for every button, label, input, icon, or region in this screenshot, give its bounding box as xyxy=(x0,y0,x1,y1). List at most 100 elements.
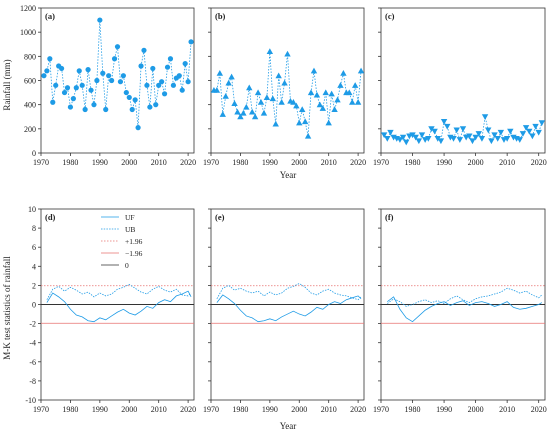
series-line xyxy=(43,20,192,128)
x-tick-label: 2010 xyxy=(499,158,515,167)
y-tick-label: 10 xyxy=(28,205,36,214)
data-point xyxy=(164,64,171,70)
data-point xyxy=(412,134,419,141)
panel-d: 1970 1980 1990 2000 2010 2020 -10 -8 -6 -4 -2 0 2 4 6 8… xyxy=(25,205,196,414)
data-point xyxy=(444,123,451,130)
series-uf xyxy=(216,294,362,323)
data-point xyxy=(234,108,241,115)
x-tick-label: 1980 xyxy=(405,158,421,167)
data-point xyxy=(123,89,129,96)
data-point xyxy=(538,120,546,126)
y-tick-label: 1000 xyxy=(20,28,36,37)
data-point xyxy=(322,89,329,96)
data-point xyxy=(325,119,332,126)
data-point xyxy=(132,97,138,103)
data-point xyxy=(516,137,523,143)
data-point xyxy=(337,82,344,88)
data-point xyxy=(281,79,288,86)
data-point xyxy=(67,104,74,110)
legend-label: +1.96 xyxy=(125,237,143,246)
panel-label: (e) xyxy=(215,212,225,222)
data-point xyxy=(129,106,135,113)
data-point xyxy=(126,94,132,101)
panel-f: 1970 1980 1990 2000 2010 2020 (f) xyxy=(373,208,547,414)
legend-label: UB xyxy=(125,225,135,234)
data-point xyxy=(120,73,126,79)
series-ub xyxy=(216,283,362,301)
x-tick-label: 2000 xyxy=(468,158,484,167)
data-point xyxy=(144,82,150,88)
data-point xyxy=(257,99,265,105)
data-point xyxy=(354,99,362,105)
data-point xyxy=(153,102,159,108)
data-point xyxy=(53,82,59,88)
data-point xyxy=(58,65,65,72)
data-point xyxy=(243,103,250,110)
data-point xyxy=(522,125,530,131)
data-point xyxy=(380,132,388,139)
data-point xyxy=(453,127,460,134)
panel-b: 1970 1980 1990 2000 2010 2020 (b) xyxy=(203,7,366,167)
data-point xyxy=(409,132,416,139)
data-point xyxy=(248,108,256,115)
panel-label: (c) xyxy=(385,11,395,21)
x-tick-label: 2000 xyxy=(468,405,484,414)
y-tick-label: -8 xyxy=(29,377,36,386)
x-tick-label: 1980 xyxy=(232,158,248,167)
x-tick-label: 1970 xyxy=(373,405,389,414)
data-point xyxy=(50,99,56,105)
data-point xyxy=(231,100,238,107)
data-point xyxy=(494,135,501,142)
data-point xyxy=(41,73,47,79)
panels: 1970 1980 1990 2000 2010 20200200400600800100… xyxy=(20,4,547,414)
data-point xyxy=(260,109,268,116)
series-ub xyxy=(46,283,192,300)
data-point xyxy=(334,96,341,103)
data-point xyxy=(251,113,259,120)
x-tick-label: 2000 xyxy=(291,158,307,167)
x-tick-label: 1970 xyxy=(33,405,49,414)
y-tick-label: -10 xyxy=(25,396,36,405)
data-point xyxy=(97,17,103,23)
data-point xyxy=(431,128,438,135)
data-point xyxy=(159,79,165,85)
data-point xyxy=(310,67,318,74)
data-point xyxy=(85,67,91,73)
panel-label: (b) xyxy=(215,11,226,21)
y-tick-label: -4 xyxy=(29,339,36,348)
data-point xyxy=(103,106,109,113)
data-point xyxy=(237,113,244,120)
y-tick-label: -2 xyxy=(29,320,36,329)
data-point xyxy=(351,82,359,88)
x-tick-label: 2010 xyxy=(321,405,337,414)
y-tick-label: 2 xyxy=(32,281,36,290)
x-tick-label: 2020 xyxy=(350,405,366,414)
data-point xyxy=(346,89,353,96)
data-point xyxy=(135,125,141,131)
data-point xyxy=(472,134,479,141)
y-tick-label: 0 xyxy=(32,149,36,158)
data-point xyxy=(141,47,147,53)
x-tick-label: 1990 xyxy=(436,158,452,167)
data-point xyxy=(349,99,356,105)
data-point xyxy=(44,68,50,74)
data-point xyxy=(88,87,94,93)
data-point xyxy=(466,133,473,140)
data-point xyxy=(76,68,82,74)
data-point xyxy=(106,73,112,79)
panel-b-frame xyxy=(210,7,365,154)
data-point xyxy=(488,138,495,145)
data-point xyxy=(434,135,441,142)
x-tick-label: 1970 xyxy=(33,158,49,167)
data-point xyxy=(301,118,309,125)
x-tick-label: 2020 xyxy=(531,405,547,414)
x-tick-label: 1980 xyxy=(62,405,78,414)
data-point xyxy=(182,60,188,67)
data-point xyxy=(254,89,262,96)
data-point xyxy=(284,50,291,57)
y-tick-label: -6 xyxy=(29,358,36,367)
panel-c: 1970 1980 1990 2000 2010 2020 (c) xyxy=(373,7,547,167)
bottom-y-axis-title: M-K test statistics of rainfall xyxy=(2,256,12,360)
x-tick-label: 2020 xyxy=(180,405,196,414)
